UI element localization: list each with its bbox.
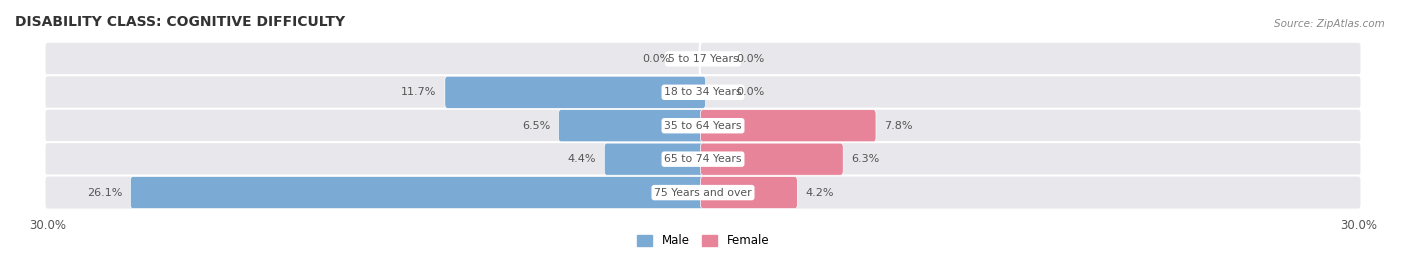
Text: 11.7%: 11.7% — [401, 87, 436, 97]
Text: 65 to 74 Years: 65 to 74 Years — [664, 154, 742, 164]
Text: 4.2%: 4.2% — [806, 187, 834, 198]
Text: 5 to 17 Years: 5 to 17 Years — [668, 54, 738, 64]
Text: 35 to 64 Years: 35 to 64 Years — [664, 121, 742, 131]
Text: 7.8%: 7.8% — [884, 121, 912, 131]
Text: 26.1%: 26.1% — [87, 187, 122, 198]
Text: 0.0%: 0.0% — [735, 54, 763, 64]
FancyBboxPatch shape — [131, 176, 706, 209]
FancyBboxPatch shape — [700, 176, 797, 209]
Legend: Male, Female: Male, Female — [637, 234, 769, 247]
FancyBboxPatch shape — [700, 142, 1361, 176]
FancyBboxPatch shape — [45, 109, 706, 143]
FancyBboxPatch shape — [700, 110, 876, 142]
FancyBboxPatch shape — [558, 110, 706, 142]
FancyBboxPatch shape — [45, 142, 706, 176]
Text: 4.4%: 4.4% — [568, 154, 596, 164]
Text: 6.5%: 6.5% — [522, 121, 550, 131]
Text: 18 to 34 Years: 18 to 34 Years — [664, 87, 742, 97]
Text: 6.3%: 6.3% — [852, 154, 880, 164]
FancyBboxPatch shape — [45, 176, 706, 210]
FancyBboxPatch shape — [45, 75, 706, 109]
FancyBboxPatch shape — [700, 75, 1361, 109]
FancyBboxPatch shape — [700, 143, 844, 175]
Text: 0.0%: 0.0% — [643, 54, 671, 64]
Text: Source: ZipAtlas.com: Source: ZipAtlas.com — [1274, 19, 1385, 29]
FancyBboxPatch shape — [700, 42, 1361, 76]
FancyBboxPatch shape — [700, 176, 1361, 210]
Text: 0.0%: 0.0% — [735, 87, 763, 97]
FancyBboxPatch shape — [444, 76, 706, 108]
FancyBboxPatch shape — [45, 42, 706, 76]
FancyBboxPatch shape — [700, 109, 1361, 143]
Text: 75 Years and over: 75 Years and over — [654, 187, 752, 198]
FancyBboxPatch shape — [605, 143, 706, 175]
Text: DISABILITY CLASS: COGNITIVE DIFFICULTY: DISABILITY CLASS: COGNITIVE DIFFICULTY — [15, 15, 344, 29]
